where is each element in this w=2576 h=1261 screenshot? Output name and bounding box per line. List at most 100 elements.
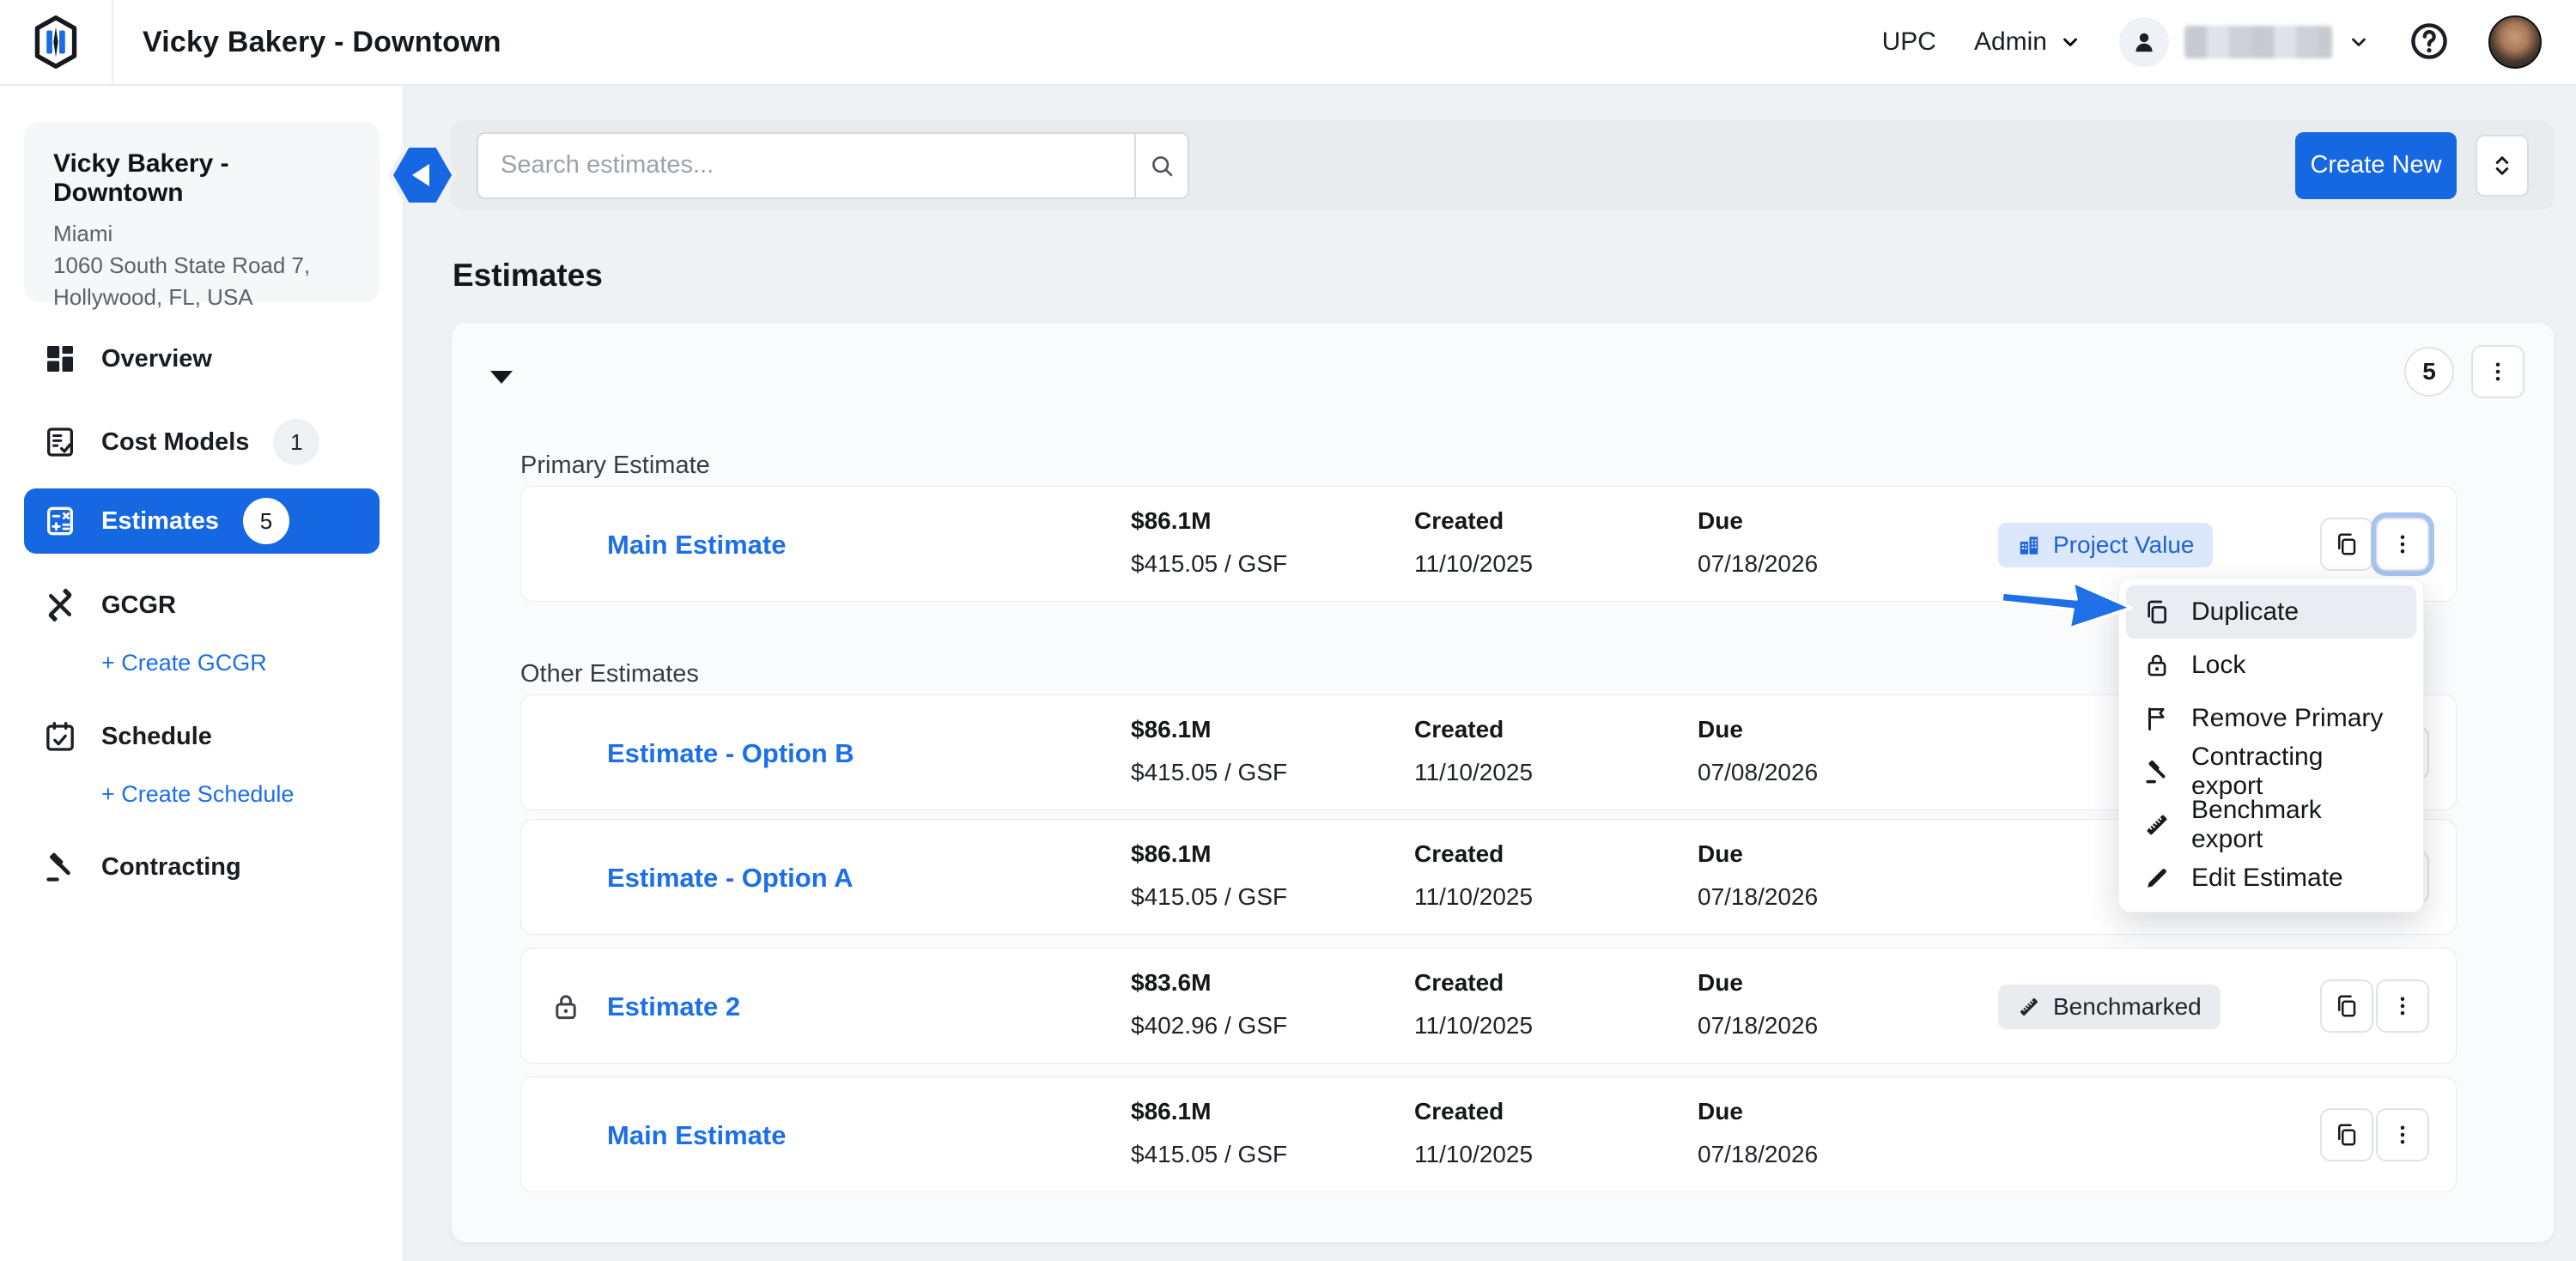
- building-icon: [2020, 537, 2038, 555]
- chevron-down-icon: [2063, 38, 2077, 46]
- due-value: 07/18/2026: [1698, 1012, 1819, 1039]
- menu-item-duplicate[interactable]: Duplicate: [2126, 585, 2416, 639]
- estimate-link[interactable]: Estimate - Option A: [607, 863, 854, 893]
- search-icon: [1152, 155, 1173, 176]
- avatar[interactable]: [2488, 15, 2542, 69]
- due-label: Due: [1698, 507, 1743, 534]
- sidebar-item-label: Contracting: [101, 852, 241, 881]
- header-actions: UPC Admin: [1882, 15, 2576, 69]
- total-value: $83.6M: [1131, 969, 1212, 996]
- search-button[interactable]: [1134, 133, 1188, 197]
- copy-icon: [2338, 1124, 2356, 1146]
- collapse-caret-icon[interactable]: [484, 364, 519, 390]
- menu-item-benchmark-export[interactable]: Benchmark export: [2126, 796, 2416, 853]
- row-more-button[interactable]: [2376, 979, 2429, 1033]
- role-dropdown[interactable]: Admin: [1974, 27, 2081, 57]
- due-cell: Due 07/18/2026: [1698, 969, 1818, 1040]
- menu-item-remove-primary[interactable]: Remove Primary: [2126, 692, 2416, 745]
- estimates-panel: 5 Primary Estimate Main Estimate $86.1M $…: [451, 322, 2555, 1243]
- other-section-label: Other Estimates: [520, 660, 699, 688]
- ruler-icon: [2019, 997, 2039, 1017]
- estimate-link[interactable]: Estimate - Option B: [607, 738, 854, 768]
- sidebar-item-overview[interactable]: Overview: [24, 326, 380, 391]
- copy-icon: [2338, 995, 2356, 1017]
- created-label: Created: [1414, 507, 1504, 534]
- ruler-icon: [2146, 814, 2168, 836]
- due-label: Due: [1698, 716, 1743, 743]
- total-cell: $83.6M $402.96 / GSF: [1131, 969, 1287, 1040]
- created-value: 11/10/2025: [1414, 550, 1534, 577]
- sidebar-item-label: Schedule: [101, 722, 212, 750]
- duplicate-button[interactable]: [2320, 1108, 2373, 1161]
- help-button[interactable]: [2408, 21, 2451, 64]
- lock-icon: [556, 995, 576, 1020]
- project-value-badge: Project Value: [1998, 523, 2214, 567]
- app-logo[interactable]: [0, 0, 113, 84]
- sidebar-item-cost-models[interactable]: Cost Models 1: [24, 409, 380, 475]
- per-gsf-value: $415.05 / GSF: [1131, 883, 1288, 910]
- sidebar: Vicky Bakery - Downtown Miami 1060 South…: [0, 86, 404, 1261]
- sidebar-item-estimates[interactable]: Estimates 5: [24, 488, 380, 554]
- total-value: $86.1M: [1131, 716, 1212, 743]
- user-dropdown[interactable]: [2119, 17, 2370, 67]
- sidebar-item-gcgr[interactable]: GCGR: [24, 573, 380, 638]
- menu-item-label: Benchmark export: [2191, 796, 2322, 853]
- created-value: 11/10/2025: [1414, 883, 1534, 910]
- lock-icon: [2148, 654, 2166, 676]
- menu-item-lock[interactable]: Lock: [2126, 639, 2416, 692]
- due-value: 07/18/2026: [1698, 550, 1819, 577]
- create-schedule-link[interactable]: + Create Schedule: [101, 780, 295, 807]
- created-cell: Created 11/10/2025: [1414, 1098, 1533, 1168]
- copy-icon: [2338, 533, 2356, 555]
- page-header-title: Vicky Bakery - Downtown: [143, 25, 501, 58]
- toolbar: Create New: [451, 120, 2555, 210]
- created-cell: Created 11/10/2025: [1414, 840, 1533, 911]
- menu-item-contracting-export[interactable]: Contracting export: [2126, 743, 2416, 800]
- create-new-button[interactable]: Create New: [2295, 131, 2457, 199]
- sidebar-item-label: Estimates: [101, 506, 220, 535]
- total-value: $86.1M: [1131, 1098, 1212, 1125]
- created-cell: Created 11/10/2025: [1414, 507, 1533, 578]
- sidebar-item-label: Cost Models: [101, 427, 250, 456]
- estimate-link[interactable]: Estimate 2: [607, 991, 741, 1022]
- top-header: Vicky Bakery - Downtown UPC Admin: [0, 0, 2576, 86]
- project-city: Miami: [53, 221, 113, 246]
- estimate-link[interactable]: Main Estimate: [607, 1120, 787, 1150]
- sidebar-item-label: Overview: [101, 344, 212, 373]
- sidebar-item-contracting[interactable]: Contracting: [24, 834, 380, 900]
- estimate-link[interactable]: Main Estimate: [607, 530, 787, 560]
- row-more-button[interactable]: [2376, 518, 2429, 571]
- menu-item-label: Contracting export: [2191, 743, 2324, 800]
- document-check-icon: [47, 427, 73, 457]
- panel-more-button[interactable]: [2471, 345, 2524, 398]
- sidebar-item-schedule[interactable]: Schedule: [24, 704, 380, 769]
- person-icon: [2119, 17, 2169, 67]
- chevron-down-icon: [2352, 38, 2366, 46]
- menu-item-label: Duplicate: [2191, 597, 2300, 626]
- count-badge: 1: [273, 419, 320, 465]
- search-input[interactable]: [478, 133, 1134, 197]
- duplicate-button[interactable]: [2320, 518, 2373, 571]
- due-cell: Due 07/18/2026: [1698, 1098, 1818, 1168]
- badge-label: Benchmarked: [2053, 993, 2202, 1020]
- menu-item-edit-estimate[interactable]: Edit Estimate: [2126, 852, 2416, 905]
- flag-icon: [2148, 707, 2165, 731]
- per-gsf-value: $402.96 / GSF: [1131, 1012, 1288, 1039]
- per-gsf-value: $415.05 / GSF: [1131, 1141, 1288, 1167]
- due-label: Due: [1698, 1098, 1743, 1125]
- total-cell: $86.1M $415.05 / GSF: [1131, 840, 1287, 911]
- menu-item-label: Remove Primary: [2191, 704, 2384, 732]
- role-label: Admin: [1973, 27, 2047, 56]
- create-gcgr-link[interactable]: + Create GCGR: [101, 649, 267, 676]
- due-value: 07/08/2026: [1698, 759, 1819, 785]
- org-link[interactable]: UPC: [1881, 27, 1936, 56]
- pencil-icon: [2148, 869, 2166, 888]
- row-more-button[interactable]: [2376, 1108, 2429, 1161]
- sort-button[interactable]: [2476, 134, 2529, 197]
- created-cell: Created 11/10/2025: [1414, 716, 1533, 786]
- benchmarked-badge: Benchmarked: [1998, 985, 2221, 1029]
- duplicate-button[interactable]: [2320, 979, 2373, 1033]
- main-content: Create New Estimates 5 Primary Estimate …: [404, 86, 2576, 1261]
- tools-icon: [48, 588, 72, 622]
- due-value: 07/18/2026: [1698, 883, 1819, 910]
